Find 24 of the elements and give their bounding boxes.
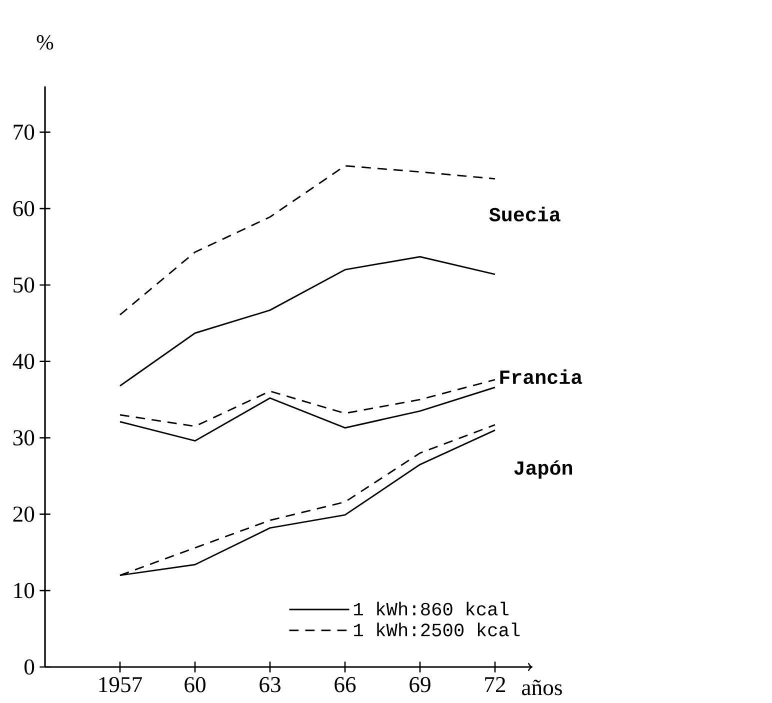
y-tick-label: 70 (14, 124, 34, 140)
line-series (119, 386, 496, 442)
x-axis-title: años (522, 680, 562, 696)
y-tick-label: 40 (12, 354, 34, 370)
legend-label: 1 kWh:2500 kcal (354, 622, 520, 636)
x-tick-label: 69 (410, 677, 430, 692)
line-series (119, 256, 496, 387)
y-tick-label: 20 (13, 506, 34, 522)
legend-label: 1 kWh:860 kcal (354, 602, 508, 616)
line-series (119, 378, 496, 428)
annotation: Suecia (489, 206, 560, 222)
y-tick-label: 30 (13, 430, 34, 446)
x-tick-label: 1957 (99, 677, 142, 692)
x-tick-label: 63 (260, 677, 280, 692)
annotation: Japón (514, 460, 572, 479)
y-axis-title: % (36, 35, 54, 50)
y-tick-label: 60 (13, 200, 34, 216)
y-tick-label: 10 (14, 582, 34, 598)
annotation: Francia (500, 369, 582, 384)
y-tick-label: 0 (24, 659, 34, 675)
x-tick-label: 60 (184, 677, 206, 692)
x-tick-label: 66 (334, 677, 356, 692)
y-tick-label: 50 (14, 277, 34, 293)
x-tick-label: 72 (485, 677, 506, 692)
